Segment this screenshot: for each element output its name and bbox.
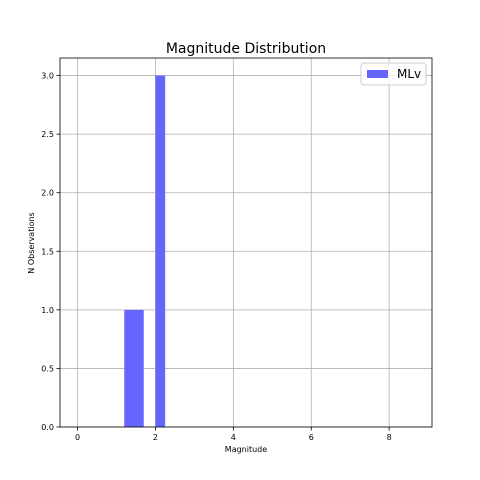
y-tick-label: 3.0 (41, 72, 54, 81)
bar (155, 75, 166, 428)
y-tick-label: 0.0 (41, 423, 54, 432)
legend: MLv (360, 62, 427, 86)
x-tick-label: 2 (153, 433, 158, 442)
x-tick-label: 8 (387, 433, 392, 442)
y-tick-label: 2.0 (41, 189, 54, 198)
x-axis-label: Magnitude (225, 445, 267, 454)
bar (124, 309, 144, 427)
plot-frame (59, 57, 433, 428)
y-tick-label: 2.5 (41, 130, 54, 139)
legend-swatch (367, 70, 388, 78)
x-tick-label: 4 (231, 433, 236, 442)
y-tick-label: 0.5 (41, 364, 54, 373)
ticks: 0 2 4 6 8 0.0 0.5 1.0 1.5 2.0 2.5 3.0 (41, 72, 391, 442)
legend-label-mlv: MLv (397, 67, 421, 81)
x-tick-label: 6 (309, 433, 314, 442)
legend-box (360, 62, 427, 86)
chart-title: Magnitude Distribution (166, 41, 326, 57)
y-axis-label: N Observations (27, 212, 36, 273)
bars (124, 75, 166, 428)
y-tick-label: 1.0 (41, 306, 54, 315)
y-tick-label: 1.5 (41, 247, 54, 256)
x-tick-label: 0 (75, 433, 80, 442)
